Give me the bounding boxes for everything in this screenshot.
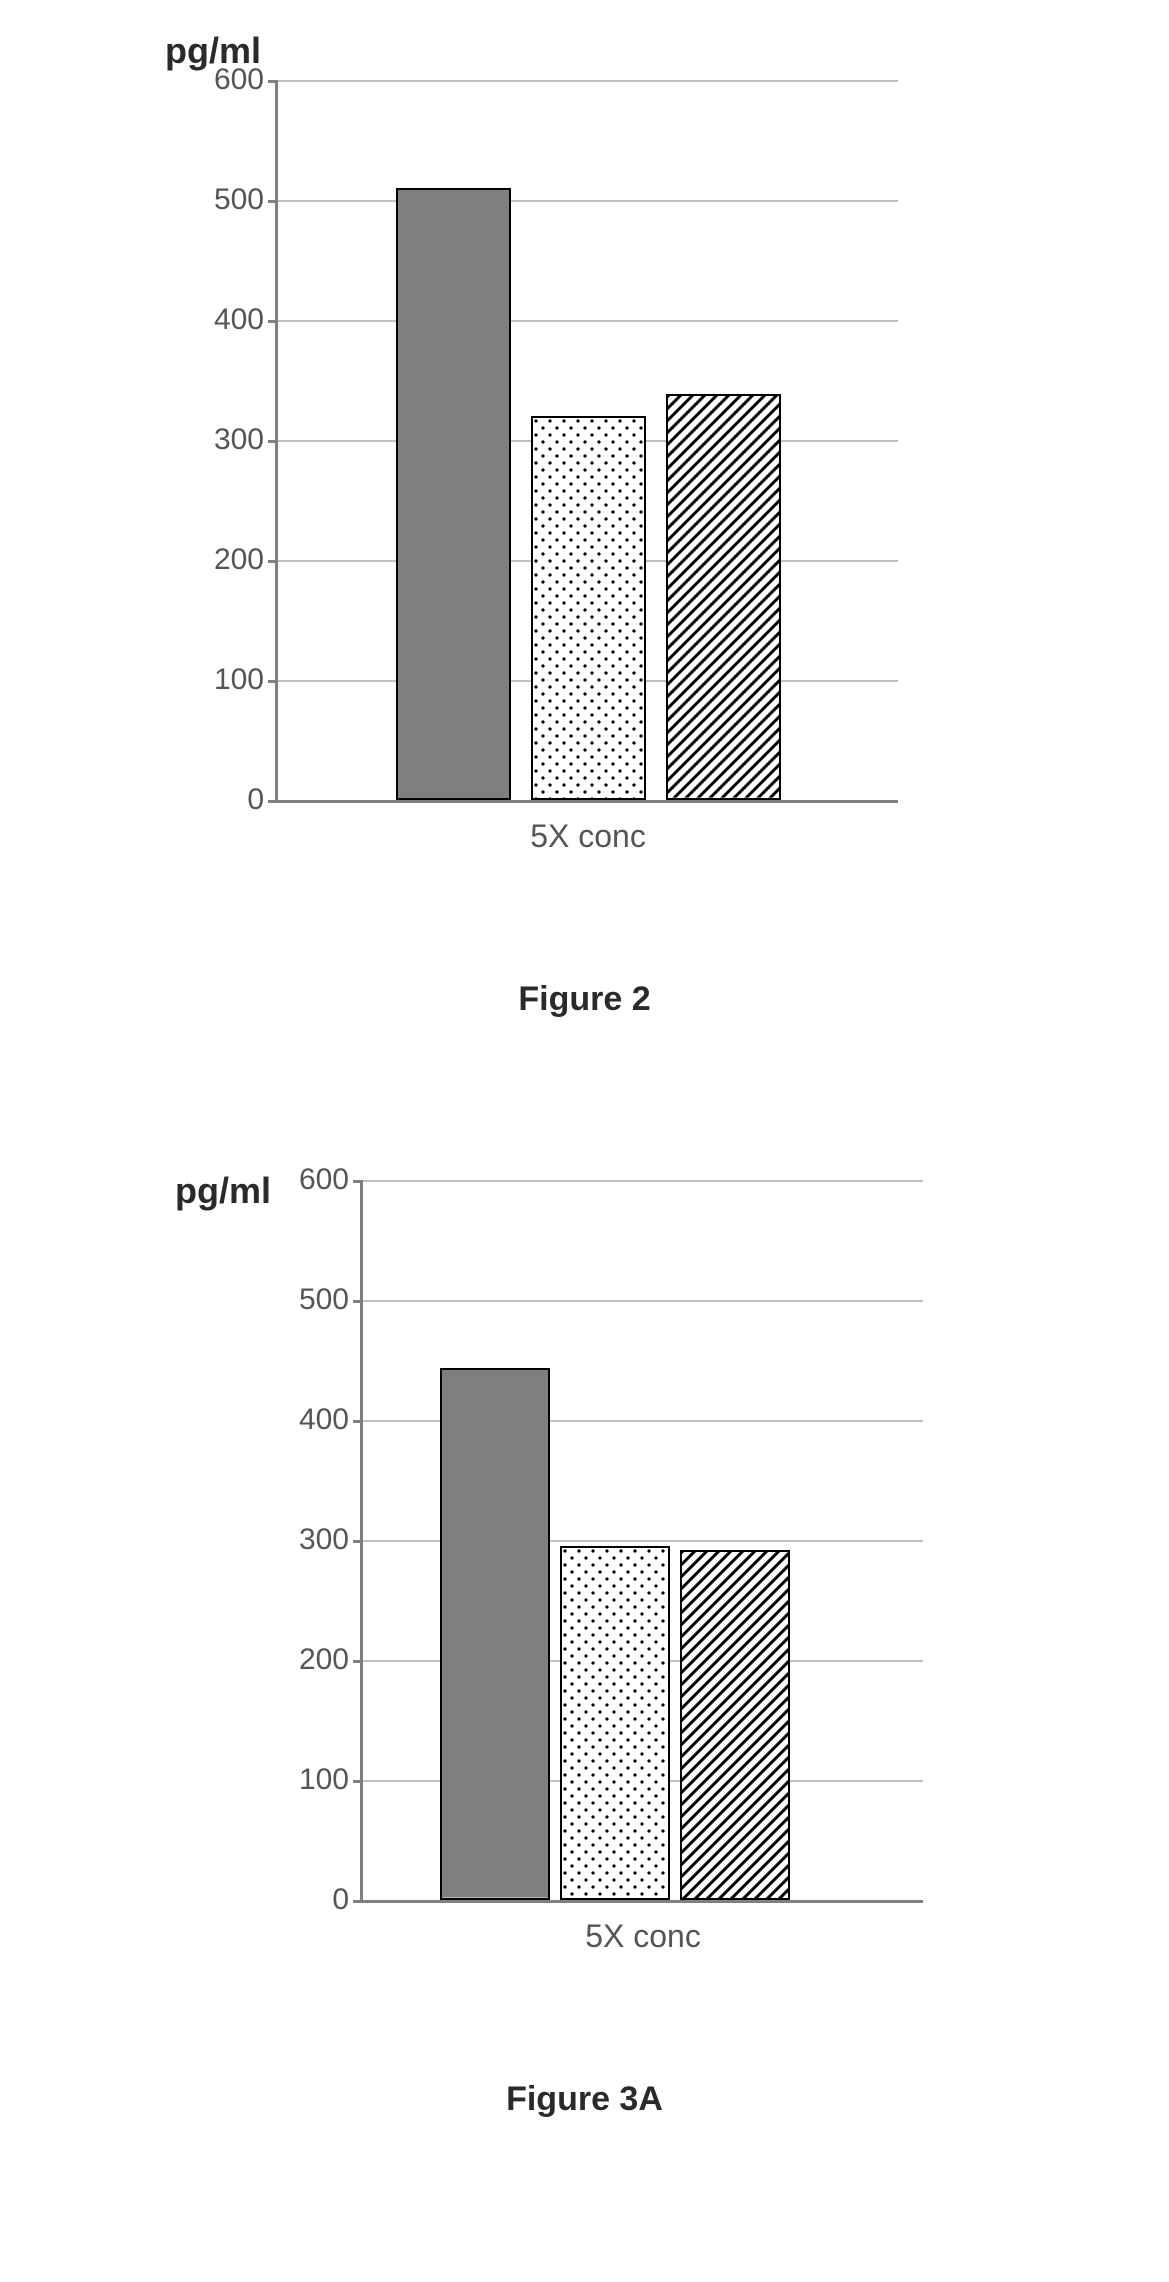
- y-tick-label: 0: [247, 783, 278, 817]
- y-tick-label: 400: [299, 1403, 363, 1437]
- figure-2: pg/ml01002003004005006005X concFigure 2: [0, 30, 1169, 1019]
- bar-solid: [440, 1368, 550, 1900]
- y-tick-label: 600: [214, 63, 278, 97]
- figure-caption: Figure 2: [0, 980, 1169, 1019]
- plot-area: 01002003004005006005X conc: [360, 1180, 923, 1903]
- bar-dotted-fill: [533, 418, 644, 798]
- y-tick-label: 200: [214, 543, 278, 577]
- y-tick-label: 500: [214, 183, 278, 217]
- bar-dotted: [560, 1546, 670, 1900]
- y-tick-label: 100: [299, 1763, 363, 1797]
- y-tick-label: 300: [299, 1523, 363, 1557]
- chart-wrap: pg/ml01002003004005006005X conc: [0, 30, 1169, 920]
- bar-hatch: [680, 1550, 790, 1900]
- bar-hatch-fill: [682, 1552, 788, 1898]
- page-root: pg/ml01002003004005006005X concFigure 2p…: [0, 0, 1169, 2282]
- bar-solid: [396, 188, 511, 800]
- y-tick-label: 500: [299, 1283, 363, 1317]
- figure-3a: pg/ml01002003004005006005X concFigure 3A: [0, 1130, 1169, 2119]
- x-axis-label: 5X conc: [363, 1918, 923, 1955]
- y-tick-label: 200: [299, 1643, 363, 1677]
- y-tick-label: 400: [214, 303, 278, 337]
- plot-area: 01002003004005006005X conc: [275, 80, 898, 803]
- bar-solid-fill: [442, 1370, 548, 1898]
- x-axis-label: 5X conc: [278, 818, 898, 855]
- y-tick-label: 600: [299, 1163, 363, 1197]
- y-tick-label: 0: [332, 1883, 363, 1917]
- bar-dotted-fill: [562, 1548, 668, 1898]
- chart-wrap: pg/ml01002003004005006005X conc: [0, 1130, 1169, 2020]
- bar-dotted: [531, 416, 646, 800]
- figure-caption: Figure 3A: [0, 2080, 1169, 2119]
- bar-solid-fill: [398, 190, 509, 798]
- bars-group: [363, 1180, 923, 1900]
- y-axis-label: pg/ml: [175, 1170, 271, 1212]
- bar-hatch: [666, 394, 781, 800]
- bars-group: [278, 80, 898, 800]
- bar-hatch-fill: [668, 396, 779, 798]
- y-tick-label: 300: [214, 423, 278, 457]
- y-tick-label: 100: [214, 663, 278, 697]
